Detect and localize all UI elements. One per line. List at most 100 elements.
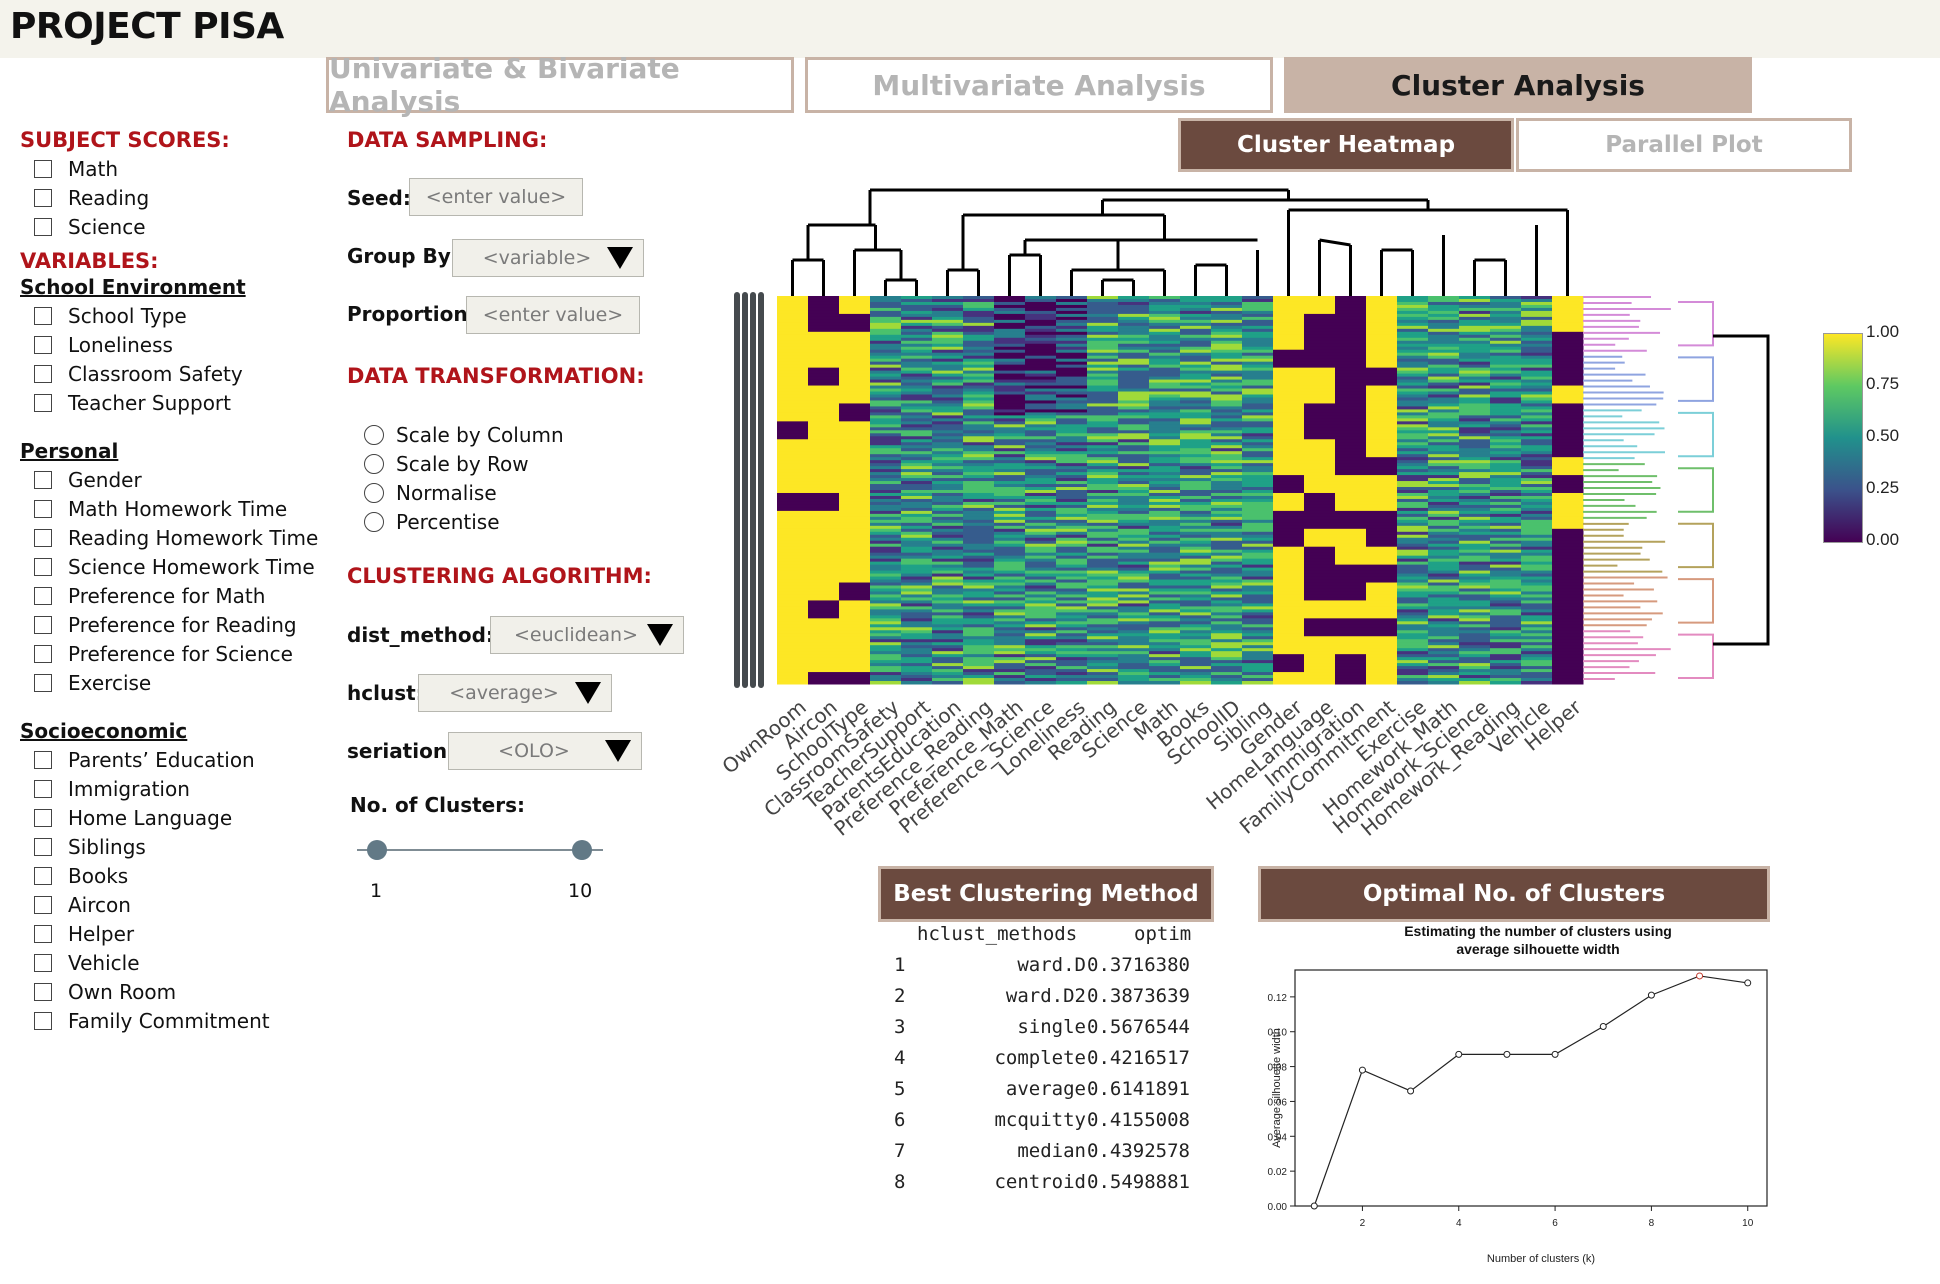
subtab-parallel-plot[interactable]: Parallel Plot (1516, 118, 1852, 172)
dist-method-select[interactable]: <euclidean> (490, 616, 684, 654)
checkbox-box[interactable] (34, 673, 52, 692)
clusters-slider-max-handle[interactable] (572, 840, 592, 860)
heatmap-cell (1180, 355, 1212, 360)
checkbox-books[interactable]: Books (34, 861, 320, 890)
checkbox-box[interactable] (34, 470, 52, 489)
heatmap-cell (1397, 460, 1429, 464)
heatmap-cell (1397, 609, 1429, 613)
checkbox-box[interactable] (34, 1011, 52, 1030)
checkbox-box[interactable] (34, 586, 52, 605)
group-by-select[interactable]: <variable> (452, 239, 644, 277)
heatmap-cell (1335, 301, 1367, 306)
checkbox-parents-education[interactable]: Parents’ Education (34, 745, 320, 774)
checkbox-box[interactable] (34, 615, 52, 634)
checkbox-family-commitment[interactable]: Family Commitment (34, 1006, 320, 1035)
checkbox-science[interactable]: Science (34, 212, 320, 241)
heatmap-cell (1366, 382, 1398, 387)
checkbox-box[interactable] (34, 895, 52, 914)
radio-percentise[interactable]: Percentise (364, 507, 564, 536)
heatmap-cell (839, 313, 871, 318)
checkbox-box[interactable] (34, 779, 52, 798)
checkbox-box[interactable] (34, 982, 52, 1001)
seriation-select[interactable]: <OLO> (448, 732, 642, 770)
checkbox-math-homework[interactable]: Math Homework Time (34, 494, 320, 523)
heatmap-cell (1149, 603, 1181, 607)
checkbox-home-language[interactable]: Home Language (34, 803, 320, 832)
heatmap-cell (1366, 678, 1398, 682)
radio-normalise[interactable]: Normalise (364, 478, 564, 507)
checkbox-box[interactable] (34, 557, 52, 576)
checkbox-box[interactable] (34, 808, 52, 827)
heatmap-cell (1242, 448, 1274, 452)
radio-button[interactable] (364, 482, 384, 503)
tab-cluster-analysis[interactable]: Cluster Analysis (1284, 57, 1752, 113)
checkbox-box[interactable] (34, 750, 52, 769)
heatmap-cell (1273, 492, 1305, 497)
radio-button[interactable] (364, 511, 384, 532)
tab-multivariate[interactable]: Multivariate Analysis (805, 57, 1273, 113)
checkbox-school-type[interactable]: School Type (34, 301, 320, 330)
proportion-input[interactable]: <enter value> (466, 296, 640, 334)
checkbox-box[interactable] (34, 159, 52, 178)
heatmap-cell (963, 663, 995, 667)
checkbox-box[interactable] (34, 866, 52, 885)
heatmap-cell (1459, 316, 1491, 321)
checkbox-box[interactable] (34, 924, 52, 943)
heatmap-cell (1149, 343, 1181, 348)
checkbox-box[interactable] (34, 335, 52, 354)
checkbox-box[interactable] (34, 499, 52, 518)
heatmap-cell (994, 325, 1026, 330)
checkbox-box[interactable] (34, 837, 52, 856)
clusters-slider-min-handle[interactable] (367, 840, 387, 860)
heatmap-cell (839, 424, 871, 428)
checkbox-box[interactable] (34, 393, 52, 412)
checkbox-exercise[interactable]: Exercise (34, 668, 320, 697)
checkbox-aircon[interactable]: Aircon (34, 890, 320, 919)
checkbox-box[interactable] (34, 188, 52, 207)
checkbox-siblings[interactable]: Siblings (34, 832, 320, 861)
checkbox-teacher-support[interactable]: Teacher Support (34, 388, 320, 417)
tab-univariate-bivariate[interactable]: Univariate & Bivariate Analysis (326, 52, 794, 118)
checkbox-box[interactable] (34, 644, 52, 663)
checkbox-own-room[interactable]: Own Room (34, 977, 320, 1006)
silhouette-chart: 0.000.020.040.060.080.100.12 2 4 6 8 10 Numb… (1268, 969, 1768, 1265)
checkbox-classroom-safety[interactable]: Classroom Safety (34, 359, 320, 388)
checkbox-box[interactable] (34, 364, 52, 383)
clusters-slider-track[interactable] (357, 849, 603, 851)
checkbox-pref-math[interactable]: Preference for Math (34, 581, 320, 610)
hclust-select[interactable]: <average> (418, 674, 612, 712)
checkbox-math[interactable]: Math (34, 154, 320, 183)
checkbox-box[interactable] (34, 528, 52, 547)
radio-scale-column[interactable]: Scale by Column (364, 420, 564, 449)
checkbox-reading-homework[interactable]: Reading Homework Time (34, 523, 320, 552)
heatmap-cell (1056, 618, 1088, 622)
checkbox-helper[interactable]: Helper (34, 919, 320, 948)
radio-scale-row[interactable]: Scale by Row (364, 449, 564, 478)
heatmap-cell (994, 445, 1026, 449)
radio-button[interactable] (364, 453, 384, 474)
heatmap-cell (1242, 594, 1274, 598)
checkbox-vehicle[interactable]: Vehicle (34, 948, 320, 977)
heatmap-cell (1459, 552, 1491, 557)
heatmap-cell (1459, 615, 1491, 619)
heatmap-cell (1149, 412, 1181, 416)
heatmap-cell (1025, 654, 1057, 658)
checkbox-gender[interactable]: Gender (34, 465, 320, 494)
heatmap-cell (901, 498, 933, 503)
checkbox-pref-reading[interactable]: Preference for Reading (34, 610, 320, 639)
seed-input[interactable]: <enter value> (409, 178, 583, 216)
heatmap-cell (901, 651, 933, 655)
checkbox-box[interactable] (34, 217, 52, 236)
heatmap-cell (1242, 400, 1274, 404)
checkbox-immigration[interactable]: Immigration (34, 774, 320, 803)
checkbox-reading[interactable]: Reading (34, 183, 320, 212)
heatmap-cell (1335, 648, 1367, 652)
checkbox-box[interactable] (34, 306, 52, 325)
checkbox-loneliness[interactable]: Loneliness (34, 330, 320, 359)
checkbox-pref-science[interactable]: Preference for Science (34, 639, 320, 668)
subtab-cluster-heatmap[interactable]: Cluster Heatmap (1178, 118, 1514, 172)
checkbox-box[interactable] (34, 953, 52, 972)
checkbox-science-homework[interactable]: Science Homework Time (34, 552, 320, 581)
heatmap-cell (1242, 561, 1274, 566)
radio-button[interactable] (364, 424, 384, 445)
